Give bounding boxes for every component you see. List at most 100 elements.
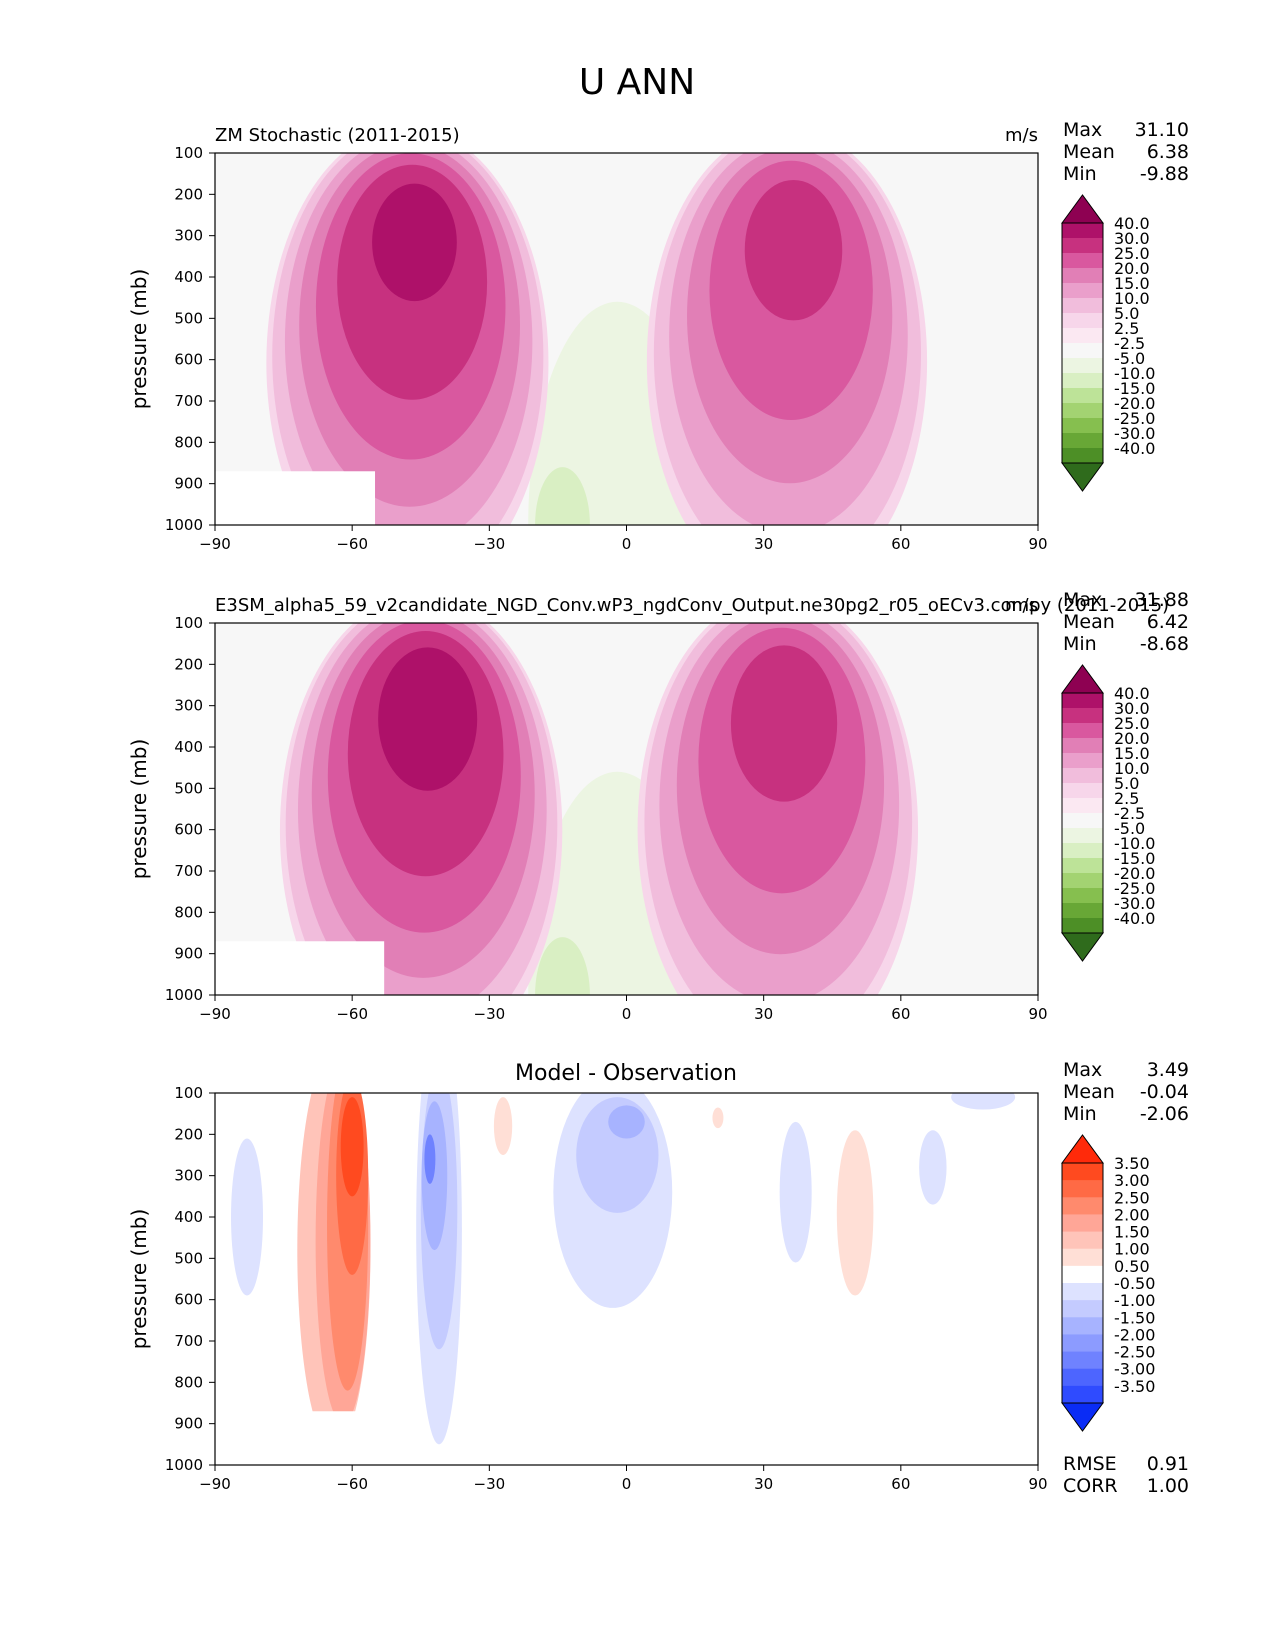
colorbar-label: -2.5 [1114,804,1145,823]
x-tick-label: 0 [622,535,632,553]
colorbar-label: 30.0 [1114,229,1150,248]
x-tick-label: 60 [891,1475,910,1493]
x-tick-label: −30 [474,535,506,553]
stat-value: -2.06 [1140,1103,1189,1125]
stat-label: Mean [1063,1081,1115,1103]
y-tick-label: 1000 [165,1456,203,1474]
colorbar-segment [1062,858,1103,874]
stat-label: Mean [1063,611,1115,633]
colorbar-segment [1062,1248,1103,1267]
jet-contour [744,179,843,321]
y-tick-label: 600 [174,351,203,369]
stat-label: Min [1063,633,1097,655]
y-tick-label: 700 [174,1332,203,1350]
colorbar-segment [1062,418,1103,434]
stat-value: 6.38 [1147,141,1189,163]
y-tick-label: 100 [174,1084,203,1102]
colorbar-label: -40.0 [1114,909,1155,928]
y-axis-label: pressure (mb) [127,739,151,880]
colorbar-label: 2.00 [1114,1205,1150,1224]
colorbar-segment [1062,403,1103,419]
y-tick-label: 500 [174,309,203,327]
colorbar-label: 40.0 [1114,684,1150,703]
y-tick-label: 700 [174,862,203,880]
x-tick-label: −60 [336,1475,368,1493]
colorbar-segment [1062,253,1103,269]
y-tick-label: 900 [174,945,203,963]
stat-label: CORR [1063,1475,1118,1497]
x-tick-label: −90 [199,535,231,553]
panel-test: ZM Stochastic (2011-2015) m/s pressure (… [127,119,1189,553]
stat-value: 0.91 [1147,1453,1189,1475]
x-tick-label: 90 [1028,535,1047,553]
y-tick-label: 300 [174,697,203,715]
jet-contour [372,183,457,302]
colorbar-frame [1061,692,1104,934]
colorbar-label: -2.00 [1114,1325,1155,1344]
diff-contour [951,1093,1016,1110]
colorbar-label: 1.50 [1114,1223,1150,1242]
colorbar-segment [1062,813,1103,829]
colorbar: 40.030.025.020.015.010.05.02.5-2.5-5.0-1… [1061,194,1155,492]
y-axis-label: pressure (mb) [127,1209,151,1350]
stat-value: 31.88 [1135,589,1189,611]
colorbar-label: -2.50 [1114,1343,1155,1362]
y-tick-label: 300 [174,1167,203,1185]
units-label: m/s [1005,595,1038,616]
colorbar-label: 2.5 [1114,789,1139,808]
colorbar-segment [1062,708,1103,724]
y-tick-label: 800 [174,433,203,451]
x-tick-label: 30 [754,1005,773,1023]
colorbar-label: -3.00 [1114,1360,1155,1379]
axes: −90 −60 −30 0 30 60 90 100 200 300 400 500 600 700 800… [165,144,1048,553]
y-tick-label: 100 [174,614,203,632]
colorbar-label: 2.50 [1114,1188,1150,1207]
colorbar-label: -20.0 [1114,864,1155,883]
contour-field [215,623,1038,995]
axes: −90 −60 −30 0 30 60 90 100 200 300 400 500 600 700 800… [165,614,1048,1023]
colorbar-label: -1.50 [1114,1308,1155,1327]
colorbar-extend-top [1061,194,1104,224]
colorbar-segment [1062,783,1103,799]
stat-label: Min [1063,163,1097,185]
colorbar-segment [1062,1317,1103,1335]
y-tick-label: 500 [174,1249,203,1267]
x-tick-label: 0 [622,1005,632,1023]
colorbar-segment [1062,1214,1103,1233]
colorbar-segment [1062,223,1103,239]
colorbar-segment [1062,1351,1103,1370]
axes: −90 −60 −30 0 30 60 90 100 200 300 400 500 600 700 800… [165,1084,1048,1493]
missing-data-mask [215,941,385,995]
colorbar-segment [1062,1163,1103,1181]
units-label: m/s [1005,125,1038,146]
colorbar-segment [1062,448,1103,464]
stat-value: -9.88 [1140,163,1189,185]
diff-contour [836,1130,874,1296]
colorbar-segment [1062,268,1103,284]
colorbar-label: -40.0 [1114,439,1155,458]
y-tick-label: 500 [174,779,203,797]
stat-value: -0.04 [1140,1081,1189,1103]
colorbar-extend-bottom [1061,1402,1104,1432]
y-tick-label: 900 [174,1415,203,1433]
stat-label: Mean [1063,141,1115,163]
stats-box: Max 31.10 Mean 6.38 Min -9.88 [1063,119,1189,185]
x-tick-label: 60 [891,535,910,553]
panel-title: Model - Observation [515,1061,737,1086]
colorbar-label: -15.0 [1114,379,1155,398]
y-tick-label: 200 [174,655,203,673]
y-tick-label: 800 [174,1373,203,1391]
colorbar-segment [1062,768,1103,784]
colorbar-label: -5.0 [1114,819,1145,838]
colorbar-label: -3.50 [1114,1377,1155,1396]
colorbar-label: -30.0 [1114,424,1155,443]
colorbar: 40.030.025.020.015.010.05.02.5-2.5-5.0-1… [1061,664,1155,962]
y-tick-label: 1000 [165,516,203,534]
colorbar-label: 1.00 [1114,1240,1150,1259]
colorbar-segment [1062,693,1103,709]
y-tick-label: 900 [174,475,203,493]
panel-reference: E3SM_alpha5_59_v2candidate_NGD_Conv.wP3_… [127,589,1189,1023]
diff-contour [493,1097,513,1155]
stat-label: RMSE [1063,1453,1117,1475]
